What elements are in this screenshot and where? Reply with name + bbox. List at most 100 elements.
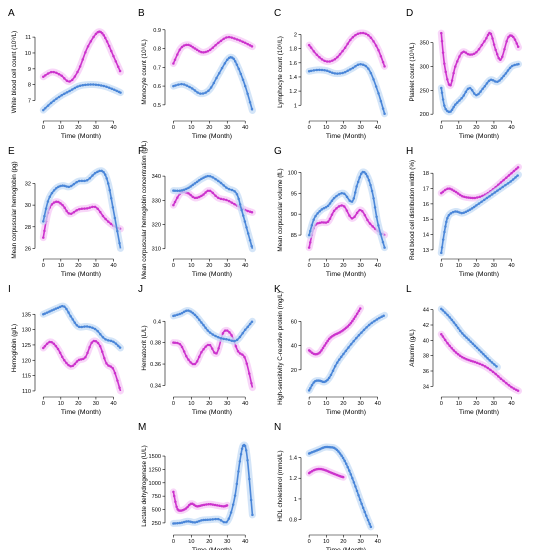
series-2-point (189, 185, 192, 188)
series-1-point (481, 363, 484, 367)
x-tick-label: 10 (188, 401, 194, 407)
series-2-point (212, 81, 216, 85)
series-2-point (193, 313, 197, 317)
series-1-point (202, 348, 205, 351)
series-2-point (460, 211, 463, 215)
series-2-point (484, 354, 487, 358)
series-2-point (458, 211, 461, 214)
x-tick-label: 30 (491, 125, 497, 131)
series-1-point (187, 358, 190, 361)
series-2-point (462, 94, 465, 97)
series-1-point (516, 389, 520, 392)
series-1-point (478, 195, 481, 199)
series-1-point (233, 202, 236, 206)
series-1-point (206, 343, 210, 347)
series-2-point (440, 251, 443, 255)
series-2-point (99, 332, 102, 336)
y-tick-label: 40 (423, 338, 429, 344)
x-axis-label: Time (Month) (326, 547, 366, 550)
series-1-point (245, 362, 249, 365)
series-1-point (477, 47, 481, 51)
series-1-point (352, 317, 356, 321)
series-1-point (464, 51, 468, 54)
y-tick-label: 15 (423, 217, 429, 223)
series-1-point (458, 55, 461, 58)
series-2-point (241, 78, 245, 81)
series-2-point (208, 175, 212, 178)
series-2-point (196, 91, 199, 94)
series-2-point (382, 314, 385, 318)
series-2-point (510, 64, 514, 68)
series-1-point (448, 344, 451, 348)
y-tick-label: 350 (420, 41, 429, 47)
series-1-point (510, 385, 513, 389)
y-tick-label: 18 (423, 171, 429, 177)
series-1-point (213, 503, 217, 507)
x-tick-label: 40 (242, 263, 248, 269)
series-2-point (180, 189, 184, 192)
series-2-point (356, 63, 360, 67)
x-tick-label: 40 (110, 125, 116, 131)
series-2-point (63, 184, 66, 188)
series-2-point (355, 489, 359, 493)
series-1-point (185, 43, 188, 47)
y-tick-label: 1.4 (289, 456, 297, 462)
series-1-point (65, 209, 68, 213)
series-1-point (372, 40, 375, 43)
series-2-point (345, 195, 349, 199)
series-2-point (86, 83, 90, 86)
y-tick-label: 110 (22, 389, 31, 395)
series-1-point (193, 362, 197, 366)
y-tick-label: 1500 (149, 454, 161, 460)
y-tick-label: 0.6 (153, 84, 161, 90)
series-2-point (52, 308, 56, 311)
series-1-point (323, 59, 326, 63)
series-1-point (475, 196, 479, 199)
series-2-point (176, 521, 179, 525)
series-2-point (65, 185, 68, 188)
series-1-point (512, 387, 516, 390)
series-2-point (373, 206, 377, 209)
series-1-point (195, 196, 199, 200)
series-1-point (441, 335, 445, 338)
series-1-point (328, 217, 332, 221)
series-2-point (372, 78, 375, 81)
y-tick-label: 1 (294, 103, 297, 109)
series-1-point (355, 211, 359, 215)
series-2-point (250, 320, 254, 324)
series-2-point (374, 85, 378, 88)
series-2-point (222, 184, 225, 187)
series-2-point (331, 369, 335, 372)
series-2-point (56, 306, 60, 310)
series-1-point (69, 365, 72, 368)
series-2-point (340, 454, 343, 457)
series-1-point (343, 46, 347, 49)
panel-e: E Mean corpuscular hemoglobin (pg) Time (M… (8, 146, 124, 278)
series-2-point (309, 229, 312, 233)
series-2-point (227, 517, 231, 520)
series-2-line (173, 56, 254, 111)
y-axis-label: Lactate dehydrogenase (U/L) (141, 445, 148, 527)
series-1-point (461, 194, 464, 198)
y-tick-label: 16 (423, 202, 429, 208)
series-2-point (200, 321, 203, 324)
series-1-point (63, 206, 66, 209)
plot-area (305, 304, 389, 394)
series-1-point (227, 199, 231, 203)
x-tick-label: 20 (473, 263, 479, 269)
series-1-point (369, 36, 373, 39)
series-1-point (172, 203, 175, 207)
series-2-point (490, 193, 494, 196)
series-1-point (454, 190, 458, 194)
series-1-point (73, 75, 77, 78)
series-2-point (347, 346, 350, 349)
series-1-point (84, 51, 87, 54)
series-1-point (320, 221, 324, 224)
series-2-point (310, 383, 314, 387)
x-tick-label: 10 (188, 539, 194, 545)
series-2-point (77, 325, 81, 329)
series-1-point (346, 325, 349, 328)
series-2-point (246, 92, 249, 96)
series-2-point (227, 187, 231, 191)
series-2-point (357, 493, 360, 497)
